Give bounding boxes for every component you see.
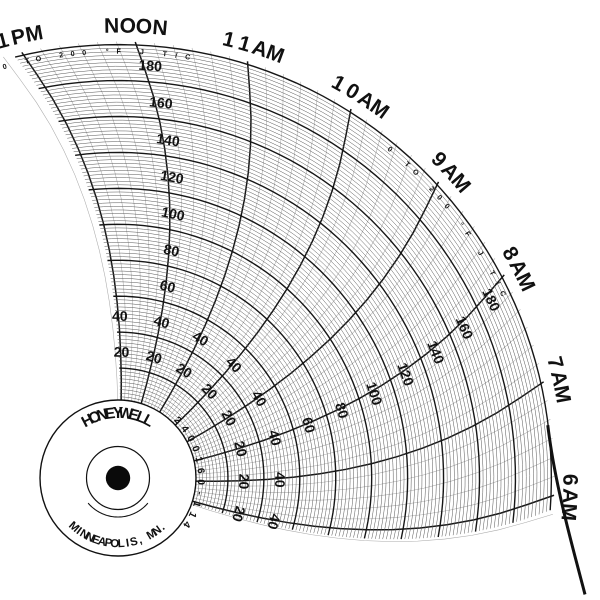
svg-text:0: 0 [82,48,87,57]
svg-text:1: 1 [220,27,237,52]
svg-text:20: 20 [236,474,252,490]
svg-text:60: 60 [158,277,177,296]
svg-text:C: C [184,52,191,62]
svg-text:6: 6 [558,474,581,486]
svg-text:T: T [487,269,497,278]
svg-text:80: 80 [332,401,352,421]
svg-text:1: 1 [192,456,204,464]
svg-text:T: T [403,159,413,169]
svg-text:°: ° [106,47,109,56]
svg-text:J: J [476,249,486,257]
svg-text:20: 20 [144,347,164,367]
svg-text:40: 40 [152,312,172,332]
svg-text:40: 40 [112,308,128,324]
svg-text:0: 0 [435,193,444,202]
svg-text:1: 1 [190,500,202,509]
svg-text:40: 40 [190,328,212,350]
svg-text:20: 20 [199,380,221,402]
svg-text:100: 100 [160,203,186,223]
svg-text:20: 20 [229,504,249,524]
svg-text:0: 0 [195,479,206,486]
svg-text:120: 120 [159,167,185,187]
svg-text:N: N [151,16,168,40]
svg-text:140: 140 [424,339,448,367]
svg-text:/: / [175,51,178,60]
svg-text:M: M [556,502,580,521]
svg-text:T: T [162,49,168,58]
svg-text:M: M [549,384,575,405]
svg-text:0: 0 [2,62,8,72]
svg-text:140: 140 [155,130,181,149]
svg-text:O: O [119,15,136,38]
svg-text:160: 160 [453,314,477,342]
svg-text:120: 120 [394,361,417,389]
svg-text:O: O [135,15,153,39]
svg-text:F: F [117,47,122,56]
svg-text:M: M [24,21,45,47]
svg-text:N: N [104,15,119,38]
svg-text:J: J [140,47,144,56]
svg-text:180: 180 [479,286,504,314]
svg-text:180: 180 [138,57,163,75]
svg-text:160: 160 [148,93,173,112]
svg-text:40: 40 [272,472,288,488]
svg-text:20: 20 [114,344,130,360]
svg-text:O: O [411,167,422,178]
svg-text:40: 40 [264,512,284,532]
